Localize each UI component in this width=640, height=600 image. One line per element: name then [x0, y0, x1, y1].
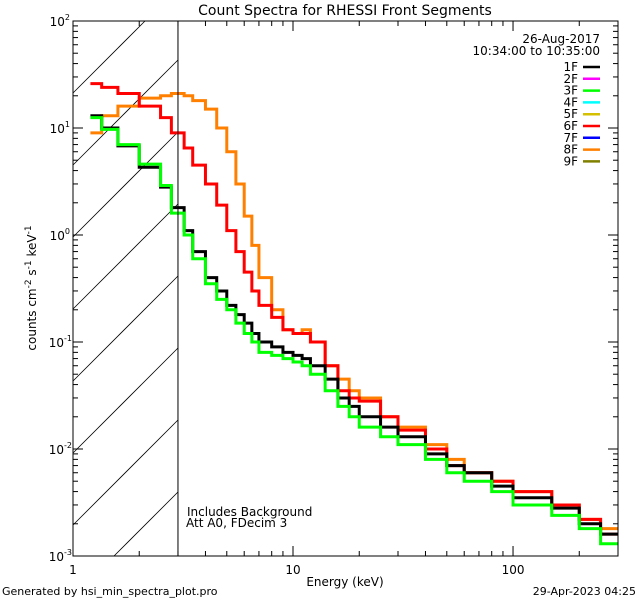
legend-label-2F: 2F [563, 72, 578, 86]
time-range-label: 10:34:00 to 10:35:00 [473, 44, 600, 58]
hatch-line [72, 59, 179, 166]
series-8F [90, 92, 618, 531]
legend-label-8F: 8F [563, 143, 578, 157]
legend-label-5F: 5F [563, 107, 578, 121]
hatch-line [113, 491, 179, 557]
annotation-background: Includes Background [187, 505, 312, 519]
y-axis-label-part: keV [25, 234, 39, 261]
hatch-line [72, 347, 179, 454]
hatch-line [72, 20, 146, 94]
y-axis-label-part: counts cm [25, 288, 39, 350]
legend-label-4F: 4F [563, 95, 578, 109]
y-axis-label: counts cm-2 s-1 keV-1 [24, 225, 39, 350]
y-tick-label: 10-1 [49, 334, 72, 350]
hatch-line [72, 131, 179, 238]
y-axis-label-part: s [25, 269, 39, 279]
x-axis-label: Energy (keV) [306, 575, 383, 589]
date-label: 26-Aug-2017 [522, 32, 600, 46]
footer-generated-by: Generated by hsi_min_spectra_plot.pro [2, 585, 218, 598]
series-group [90, 82, 618, 546]
axes: 1 10 100 102 101 100 10-1 10-2 10-3 [49, 13, 619, 577]
x-tick-label: 1 [69, 563, 77, 577]
y-tick-label: 10-2 [49, 441, 72, 457]
y-tick-label: 101 [50, 120, 70, 136]
series-3F [90, 116, 618, 546]
hatch-line [72, 275, 179, 382]
excluded-region-hatch [72, 20, 179, 557]
y-axis-label-part: -1 [24, 260, 34, 269]
legend-label-6F: 6F [563, 119, 578, 133]
plot-frame [72, 20, 619, 557]
footer-timestamp: 29-Apr-2023 04:25 [533, 585, 636, 598]
chart-title: Count Spectra for RHESSI Front Segments [198, 3, 492, 19]
series-1F [90, 114, 618, 536]
legend-label-7F: 7F [563, 131, 578, 145]
x-tick-label: 10 [285, 563, 300, 577]
hatch-line [72, 419, 179, 526]
annotation-attenuator: Att A0, FDecim 3 [186, 516, 287, 530]
hatch-line [72, 203, 179, 310]
x-tick-label: 100 [502, 563, 525, 577]
y-axis-label-part: -1 [24, 225, 34, 234]
legend-label-3F: 3F [563, 84, 578, 98]
legend-label-1F: 1F [563, 60, 578, 74]
y-tick-label: 10-3 [49, 548, 72, 564]
series-6F [90, 82, 618, 536]
legend-label-9F: 9F [563, 154, 578, 168]
y-tick-label: 102 [50, 13, 70, 29]
y-tick-label: 100 [50, 227, 70, 243]
y-axis-label-part: -2 [24, 279, 34, 288]
